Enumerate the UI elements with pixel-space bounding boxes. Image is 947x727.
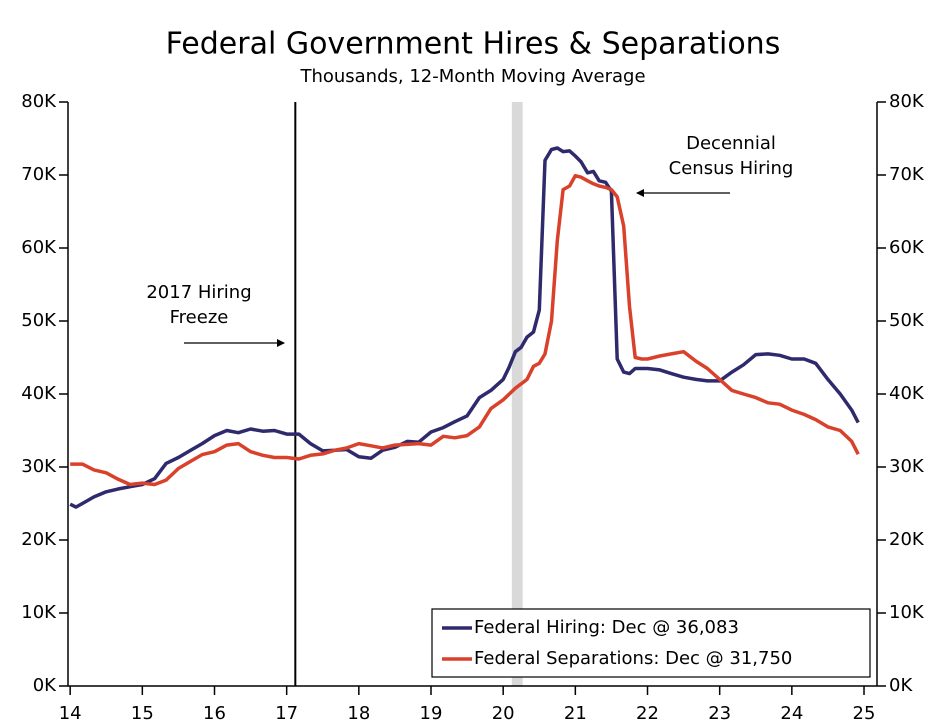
x-tick-label: 23 [708, 703, 731, 724]
y-tick-label: 60K [21, 237, 57, 258]
annotation-text: Freeze [170, 307, 229, 328]
y2-tick-label: 50K [889, 310, 925, 331]
y-tick-label: 10K [21, 602, 57, 623]
y2-tick-label: 80K [889, 91, 925, 112]
x-tick-label: 16 [203, 703, 226, 724]
x-tick-label: 20 [492, 703, 515, 724]
x-tick-label: 19 [420, 703, 443, 724]
series-line [70, 173, 860, 487]
x-tick-label: 15 [131, 703, 154, 724]
y2-tick-label: 30K [889, 456, 925, 477]
legend-label: Federal Separations: Dec @ 31,750 [474, 648, 792, 669]
x-tick-label: 18 [347, 703, 370, 724]
y-tick-label: 30K [21, 456, 57, 477]
annotation-text: Census Hiring [669, 158, 794, 179]
y-tick-label: 40K [21, 383, 57, 404]
x-tick-label: 24 [780, 703, 803, 724]
y2-tick-label: 0K [889, 675, 913, 696]
x-tick-label: 25 [853, 703, 876, 724]
y-tick-label: 0K [33, 675, 57, 696]
x-tick-label: 17 [275, 703, 298, 724]
annotation-text: 2017 Hiring [146, 282, 251, 303]
series-line [69, 146, 860, 509]
legend-label: Federal Hiring: Dec @ 36,083 [474, 617, 739, 638]
x-tick-label: 14 [59, 703, 82, 724]
x-tick-label: 21 [564, 703, 587, 724]
x-tick-label: 22 [636, 703, 659, 724]
legend-box [431, 608, 871, 678]
y2-tick-label: 10K [889, 602, 925, 623]
shaded-band [511, 102, 523, 686]
y2-tick-label: 60K [889, 237, 925, 258]
y-tick-label: 20K [21, 529, 57, 550]
y-tick-label: 80K [21, 91, 57, 112]
annotation-text: Decennial [686, 133, 776, 154]
chart-subtitle: Thousands, 12-Month Moving Average [299, 66, 645, 87]
y2-tick-label: 40K [889, 383, 925, 404]
chart-title: Federal Government Hires & Separations [166, 27, 781, 62]
y2-tick-label: 70K [889, 164, 925, 185]
y-tick-label: 70K [21, 164, 57, 185]
y2-tick-label: 20K [889, 529, 925, 550]
y-tick-label: 50K [21, 310, 57, 331]
